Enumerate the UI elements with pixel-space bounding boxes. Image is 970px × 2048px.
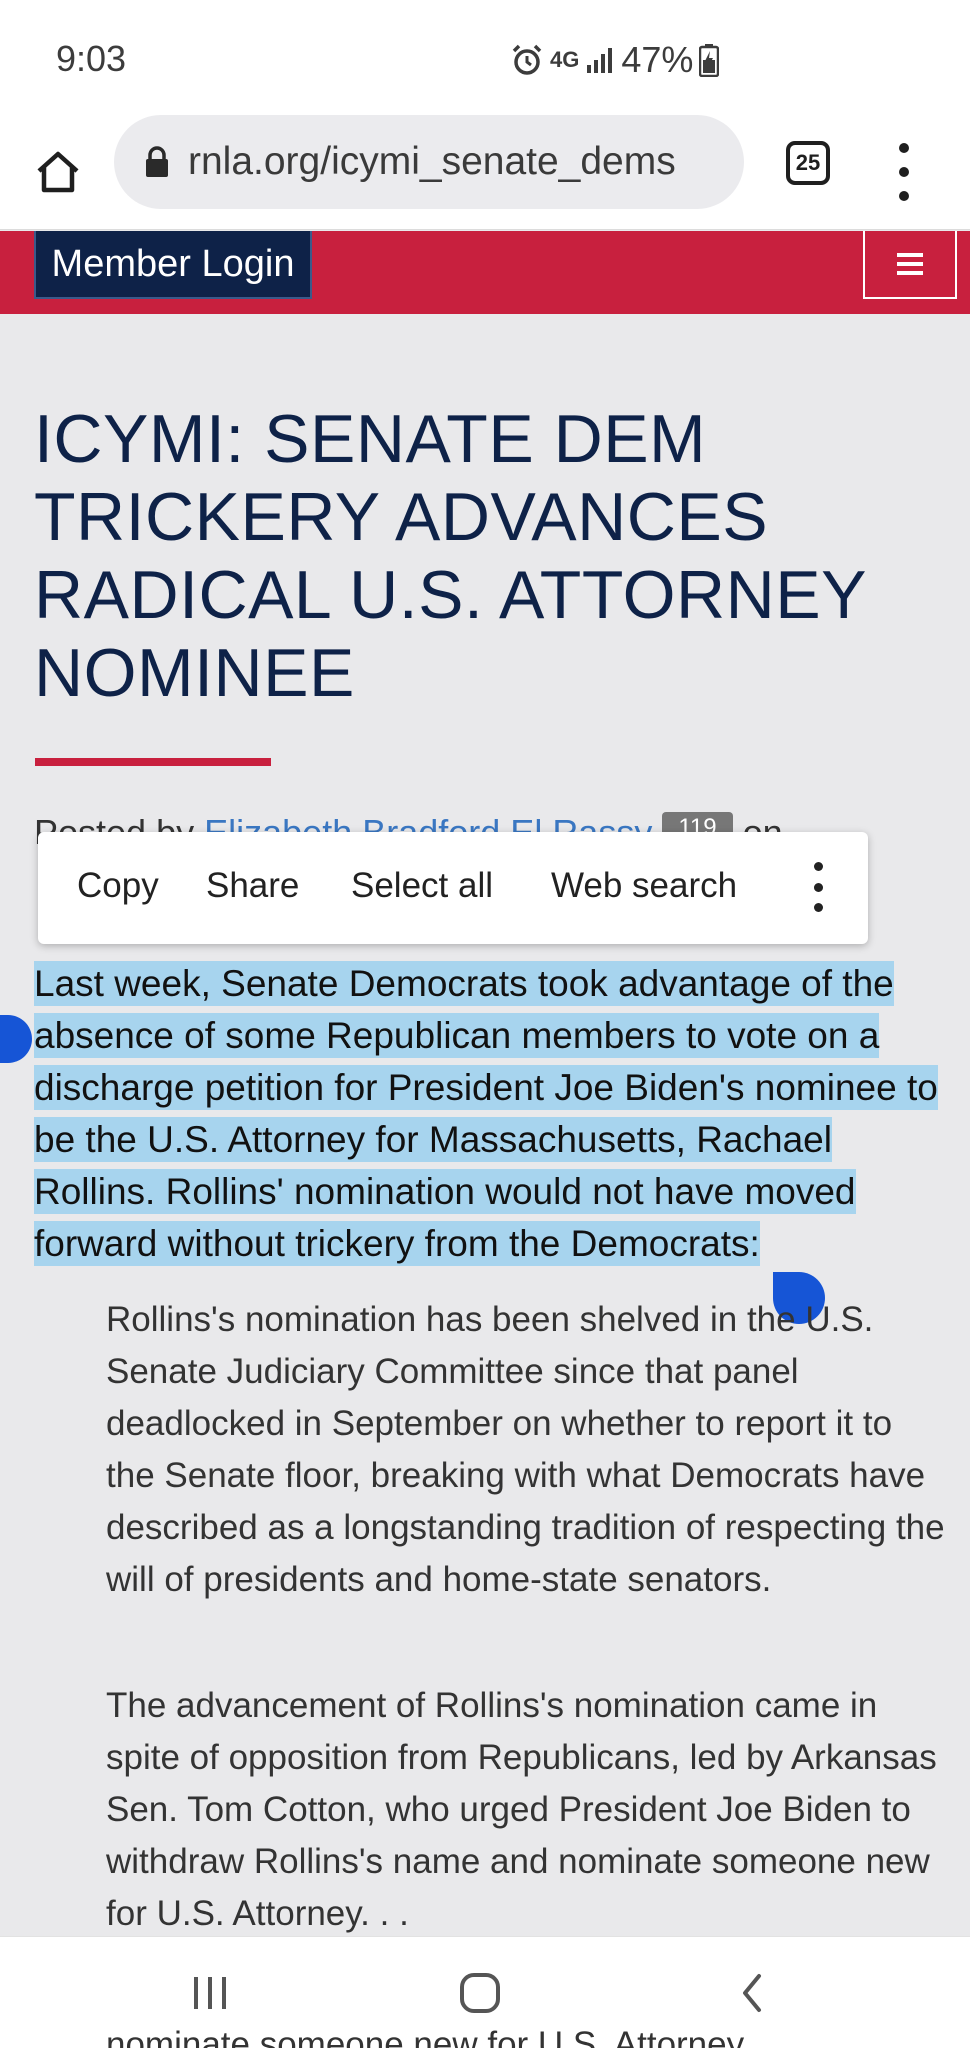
- site-header: Member Login: [0, 231, 970, 314]
- obscured-text: nominate someone new for U.S. Attorney: [106, 2025, 745, 2048]
- selected-paragraph[interactable]: Last week, Senate Democrats took advanta…: [34, 958, 939, 1270]
- status-bar: 9:03 4G 47%: [0, 0, 970, 115]
- selection-end-handle[interactable]: [773, 1272, 825, 1324]
- signal-icon: [587, 48, 613, 73]
- status-icons: 4G 47%: [510, 38, 720, 82]
- url-text: rnla.org/icymi_senate_dems: [188, 140, 676, 183]
- system-nav-bar: nominate someone new for U.S. Attorney: [0, 1936, 970, 2048]
- home-nav-icon: [460, 1973, 500, 2013]
- member-login-button[interactable]: Member Login: [34, 231, 312, 299]
- back-button[interactable]: [722, 1967, 782, 2019]
- more-icon[interactable]: [884, 137, 924, 207]
- hamburger-menu-button[interactable]: [863, 231, 957, 299]
- selection-start-handle[interactable]: [0, 1015, 32, 1063]
- browser-toolbar: rnla.org/icymi_senate_dems 25: [0, 115, 970, 230]
- home-button[interactable]: [30, 137, 86, 207]
- quote-paragraph-1: Rollins's nomination has been shelved in…: [106, 1300, 945, 1599]
- back-icon: [743, 1974, 761, 2012]
- hamburger-icon: [897, 253, 923, 275]
- web-search-button[interactable]: Web search: [551, 866, 738, 905]
- share-button[interactable]: Share: [206, 866, 300, 905]
- lock-icon: [146, 146, 168, 177]
- home-icon: [37, 151, 79, 193]
- more-options-icon[interactable]: [808, 862, 828, 912]
- quote-paragraph-2: The advancement of Rollins's nomination …: [106, 1686, 937, 1933]
- text-selection-menu: Copy Share Select all Web search: [38, 832, 868, 944]
- select-all-button[interactable]: Select all: [351, 866, 494, 905]
- battery-icon: [699, 44, 720, 77]
- copy-button[interactable]: Copy: [77, 866, 159, 905]
- status-time: 9:03: [56, 38, 127, 79]
- recents-icon: [194, 1977, 226, 2009]
- tab-count: 25: [795, 150, 821, 175]
- selected-text[interactable]: Last week, Senate Democrats took advanta…: [34, 961, 938, 1266]
- battery-percent: 47%: [621, 39, 694, 80]
- address-bar[interactable]: rnla.org/icymi_senate_dems: [114, 115, 744, 209]
- tab-switcher-button[interactable]: 25: [786, 141, 830, 185]
- alarm-icon: [512, 44, 542, 75]
- home-nav-button[interactable]: [450, 1967, 510, 2019]
- article-title: ICYMI: SENATE DEM TRICKERY ADVANCES RADI…: [34, 401, 866, 711]
- recents-button[interactable]: [180, 1967, 240, 2019]
- title-divider: [35, 758, 271, 766]
- network-type: 4G: [550, 47, 580, 72]
